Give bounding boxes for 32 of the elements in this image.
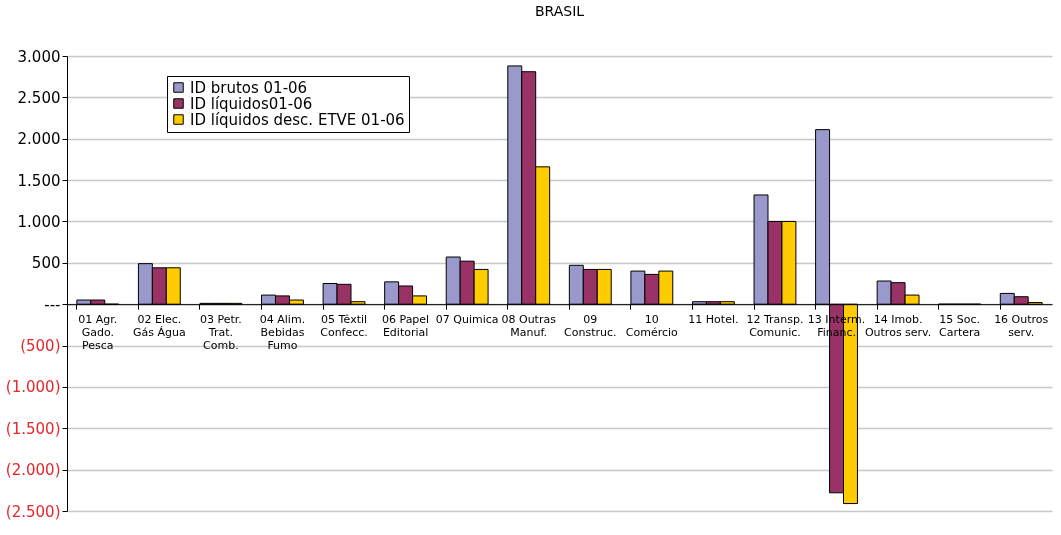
x-tick-label: 05 Têxtil Confecc. (320, 312, 368, 339)
y-tick-label: 500 (31, 254, 61, 273)
x-tick-label: 01 Agr. Gado. Pesca (78, 312, 118, 352)
x-tick-label: 11 Hotel. (688, 312, 739, 326)
y-tick-label: 1.000 (17, 212, 61, 231)
y-tick-label: 2.000 (17, 130, 61, 149)
x-tick-label: 10 Comércio (625, 312, 679, 339)
x-tick-label: 12 Transp. Comunic. (746, 312, 804, 339)
y-tick-label: (1.500) (5, 419, 61, 438)
y-tick-label: (500) (20, 337, 61, 356)
y-tick-label: --- (44, 295, 61, 314)
y-tick-label: 2.500 (17, 88, 61, 107)
x-tick-label: 14 Imob. Outros serv. (864, 312, 932, 339)
legend-label: ID brutos 01-06 (190, 78, 308, 97)
x-tick-label: 13 Interm. Financ. (807, 312, 866, 339)
y-tick-label: (2.000) (5, 461, 61, 480)
x-tick-label: 02 Elec. Gás Água (132, 312, 186, 339)
x-tick-label: 03 Petr. Trat. Comb. (199, 312, 242, 352)
x-tick-label: 09 Construc. (564, 312, 617, 339)
x-tick-label: 04 Alim. Bebidas Fumo (259, 312, 306, 352)
x-tick-label: 15 Soc. Cartera (939, 312, 981, 339)
y-tick-label: (2.500) (5, 502, 61, 521)
y-tick-label: 1.500 (17, 171, 61, 190)
x-tick-label: 16 Outros serv. (994, 312, 1049, 339)
x-tick-label: 08 Outras Manuf. (501, 312, 557, 339)
legend-label: ID líquidos01-06 (190, 94, 313, 113)
chart-title: BRASIL (534, 3, 585, 19)
y-tick-label: (1.000) (5, 378, 61, 397)
x-tick-label: 07 Quimica (435, 312, 499, 326)
y-tick-label: 3.000 (17, 47, 61, 66)
x-tick-label: 06 Papel Editorial (382, 312, 430, 339)
legend-label: ID líquidos desc. ETVE 01-06 (190, 110, 405, 129)
